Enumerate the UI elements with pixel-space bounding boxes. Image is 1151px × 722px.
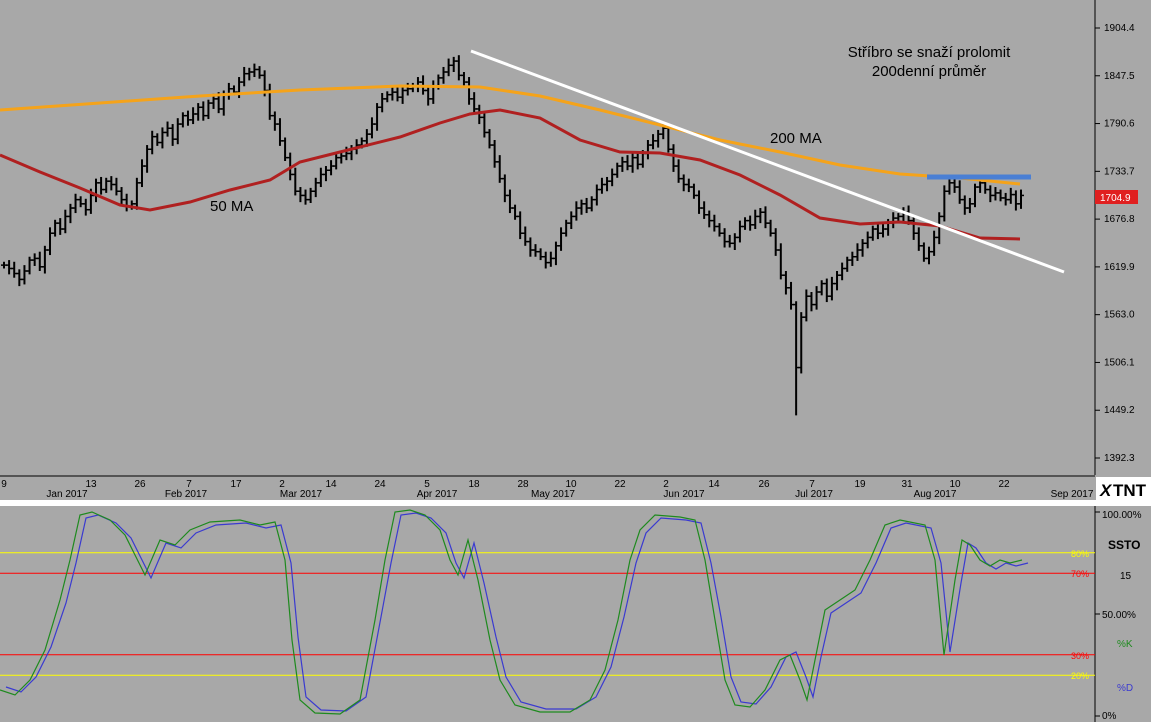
x-day-label: 10 (565, 479, 577, 490)
x-month-label: Mar 2017 (280, 489, 323, 500)
x-month-label: Jun 2017 (663, 489, 705, 500)
tnt-logo: X TNT (1096, 477, 1151, 500)
x-month-label: Sep 2017 (1051, 489, 1094, 500)
x-day-label: 31 (901, 479, 913, 490)
x-day-label: 13 (85, 479, 97, 490)
x-month-label: Apr 2017 (417, 489, 458, 500)
d-line (5, 512, 1029, 712)
price-y-tick-label: 1449.2 (1104, 405, 1135, 416)
x-day-label: 18 (468, 479, 480, 490)
osc-level-label: 20% (1071, 671, 1089, 681)
x-day-label: 9 (1, 479, 7, 490)
x-axis-bg (0, 475, 1151, 500)
osc-legend-k: %K (1117, 639, 1133, 650)
x-month-label: Aug 2017 (914, 489, 957, 500)
x-month-label: May 2017 (531, 489, 575, 500)
last-price-label: 1704.9 (1100, 193, 1131, 204)
price-y-tick-label: 1904.4 (1104, 23, 1135, 34)
price-y-tick-label: 1619.9 (1104, 262, 1135, 273)
x-day-label: 10 (949, 479, 961, 490)
x-day-label: 26 (134, 479, 146, 490)
x-day-label: 7 (186, 479, 192, 490)
ma50-label: 50 MA (210, 198, 253, 215)
price-y-tick-label: 1676.8 (1104, 214, 1135, 225)
osc-legend-d: %D (1117, 683, 1133, 694)
logo-text: TNT (1113, 481, 1147, 500)
x-day-label: 14 (708, 479, 720, 490)
x-day-label: 7 (809, 479, 815, 490)
price-y-tick-label: 1847.5 (1104, 71, 1135, 82)
chart-title-line1: Stříbro se snaží prolomit (848, 44, 1011, 61)
ma50-line (0, 108, 1021, 241)
price-y-axis-ticks: 1904.4 1847.5 1790.6 1733.7 1676.8 1619.9 1563… (1095, 23, 1135, 464)
price-bar (1018, 189, 1024, 209)
k-line (0, 509, 1023, 715)
x-day-label: 19 (854, 479, 866, 490)
price-y-tick-label: 1733.7 (1104, 166, 1135, 177)
osc-level-label: 70% (1071, 569, 1089, 579)
price-y-tick-label: 1506.1 (1104, 357, 1135, 368)
y-axis-bg (1095, 0, 1151, 475)
ma200-line (0, 84, 1021, 186)
oscillator-panel-bg (0, 506, 1095, 722)
ma200-label: 200 MA (770, 130, 822, 147)
price-y-tick-label: 1790.6 (1104, 119, 1135, 130)
osc-level-label: 80% (1071, 549, 1089, 559)
x-day-label: 28 (517, 479, 529, 490)
price-y-tick-label: 1392.3 (1104, 453, 1135, 464)
x-day-label: 22 (614, 479, 626, 490)
x-day-label: 2 (279, 479, 285, 490)
x-axis-labels: 9 13 26 7 17 2 14 24 5 18 28 10 22 2 14 26 7 19 31 10 22Jan … (1, 479, 1094, 500)
x-day-label: 26 (758, 479, 770, 490)
x-day-label: 2 (663, 479, 669, 490)
osc-indicator-name: SSTO (1108, 538, 1140, 552)
osc-period: 15 (1120, 571, 1132, 582)
chart-title-line2: 200denní průměr (872, 63, 986, 80)
osc-tick-100: 100.00% (1102, 510, 1142, 521)
panel-separator (0, 500, 1151, 506)
logo-x-glyph: X (1099, 481, 1113, 500)
x-month-label: Feb 2017 (165, 489, 208, 500)
x-day-label: 14 (325, 479, 337, 490)
osc-tick-50: 50.00% (1102, 610, 1136, 621)
last-price-flag: 1704.9 (1095, 190, 1138, 204)
osc-level-label: 30% (1071, 651, 1089, 661)
x-month-label: Jan 2017 (46, 489, 88, 500)
osc-tick-0: 0% (1102, 711, 1117, 722)
oscillator-levels: 80% 70% 30% 20% (0, 549, 1095, 681)
x-day-label: 22 (998, 479, 1010, 490)
x-day-label: 5 (424, 479, 430, 490)
oscillator-y-axis: 100.00% 50.00% 0% SSTO 15 %K %D (1095, 510, 1142, 722)
trendline (470, 49, 1065, 274)
x-day-label: 17 (230, 479, 242, 490)
x-day-label: 24 (374, 479, 386, 490)
price-y-tick-label: 1563.0 (1104, 310, 1135, 321)
x-month-label: Jul 2017 (795, 489, 833, 500)
